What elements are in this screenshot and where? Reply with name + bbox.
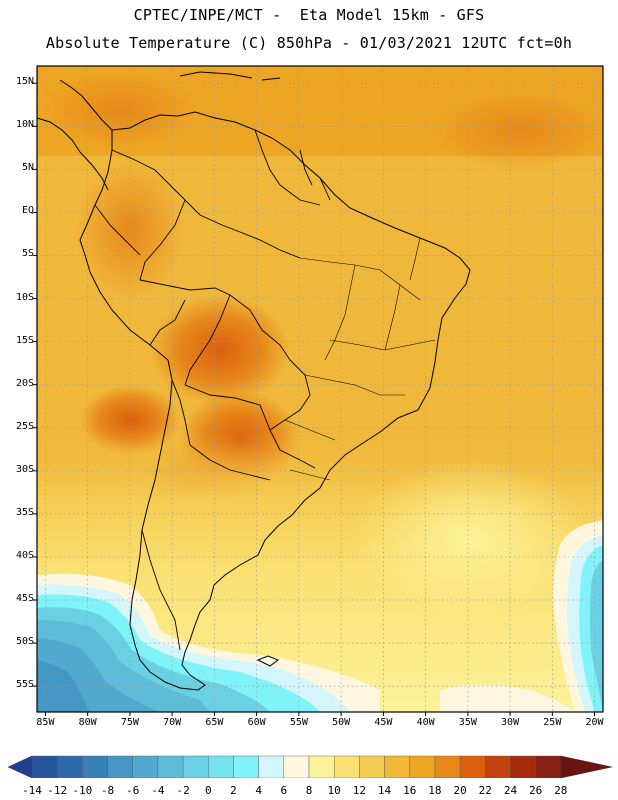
longitude-label: 80W: [78, 717, 97, 728]
colorbar-cell: [283, 755, 310, 778]
colorbar-max-arrow: [560, 755, 613, 778]
colorbar-label: -8: [100, 784, 115, 797]
colorbar-min-arrow: [7, 755, 33, 778]
map-subtitle: Absolute Temperature (C) 850hPa - 01/03/…: [45, 34, 573, 52]
latitude-label: 10S: [15, 291, 34, 303]
colorbar-label: 6: [280, 784, 288, 797]
colorbar-cell: [434, 755, 461, 778]
colorbar-cell: [157, 755, 184, 778]
colorbar-label: 12: [352, 784, 366, 797]
colorbar-cell: [308, 755, 335, 778]
latitude-label: 30S: [15, 463, 34, 475]
colorbar-cell: [359, 755, 385, 778]
latitude-label: EQ: [21, 205, 34, 217]
latitude-label: 5N: [21, 162, 34, 174]
state-borders: [284, 237, 436, 481]
map-title: CPTEC/INPE/MCT - Eta Model 15km - GFS: [133, 6, 485, 24]
longitude-label: 40W: [416, 717, 435, 728]
colorbar-label: 24: [503, 784, 518, 797]
latitude-label: 15N: [15, 76, 34, 88]
country-borders: [94, 129, 331, 651]
longitude-label: 50W: [332, 717, 351, 728]
colorbar-label: -2: [176, 784, 190, 797]
colorbar-label: 14: [377, 784, 392, 797]
colorbar-cell: [31, 755, 58, 778]
colorbar-cell: [333, 755, 360, 778]
colorbar-label: -6: [126, 784, 140, 797]
latitude-label: 45S: [15, 593, 34, 605]
colorbar-cell: [182, 755, 209, 778]
colorbar-label: 0: [204, 784, 212, 797]
colorbar-label: 22: [478, 784, 492, 797]
colorbar-label: 4: [255, 784, 262, 797]
colorbar-cell: [233, 755, 259, 778]
longitude-label: 70W: [163, 717, 182, 728]
colorbar-cell: [459, 755, 486, 778]
colorbar-label: 16: [403, 784, 417, 797]
longitude-label: 30W: [501, 717, 520, 728]
colorbar-cell: [208, 755, 234, 778]
latitude-label: 10N: [15, 119, 34, 131]
longitude-label: 65W: [205, 717, 224, 728]
colorbar-label: -14: [22, 784, 42, 797]
colorbar-cell: [107, 755, 133, 778]
coastlines: [36, 71, 471, 691]
colorbar-cell: [56, 755, 83, 778]
colorbar-label: 8: [305, 784, 313, 797]
longitude-label: 60W: [247, 717, 266, 728]
colorbar: [7, 755, 613, 778]
colorbar-cell: [258, 755, 285, 778]
latitude-label: 55S: [15, 679, 34, 691]
colorbar-label: 28: [554, 784, 568, 797]
colorbar-cell: [510, 755, 536, 778]
colorbar-label: -12: [47, 784, 68, 797]
colorbar-cell: [132, 755, 159, 778]
colorbar-cell: [384, 755, 410, 778]
longitude-label: 35W: [458, 717, 477, 728]
colorbar-cell: [82, 755, 108, 778]
latitude-label: 20S: [15, 377, 34, 389]
latitude-label: 35S: [15, 506, 34, 518]
colorbar-cell: [535, 755, 562, 778]
colorbar-cell: [485, 755, 511, 778]
longitude-label: 20W: [585, 717, 604, 728]
colorbar-label: 10: [327, 784, 341, 797]
colorbar-label: 26: [529, 784, 543, 797]
map-frame: [36, 65, 604, 713]
longitude-label: 25W: [543, 717, 562, 728]
latitude-label: 40S: [15, 549, 34, 561]
latitude-label: 5S: [21, 248, 34, 260]
colorbar-label: -10: [72, 784, 93, 797]
colorbar-label: 2: [230, 784, 237, 797]
colorbar-cell: [409, 755, 436, 778]
colorbar-label: -4: [151, 784, 165, 797]
colorbar-label: 20: [453, 784, 467, 797]
colorbar-label: 18: [428, 784, 442, 797]
latitude-label: 15S: [15, 334, 34, 346]
longitude-label: 75W: [120, 717, 139, 728]
longitude-label: 85W: [36, 717, 55, 728]
temperature-field: [37, 66, 603, 712]
latitude-label: 25S: [15, 420, 34, 432]
longitude-label: 45W: [374, 717, 393, 728]
longitude-label: 55W: [289, 717, 308, 728]
latitude-label: 50S: [15, 636, 34, 648]
